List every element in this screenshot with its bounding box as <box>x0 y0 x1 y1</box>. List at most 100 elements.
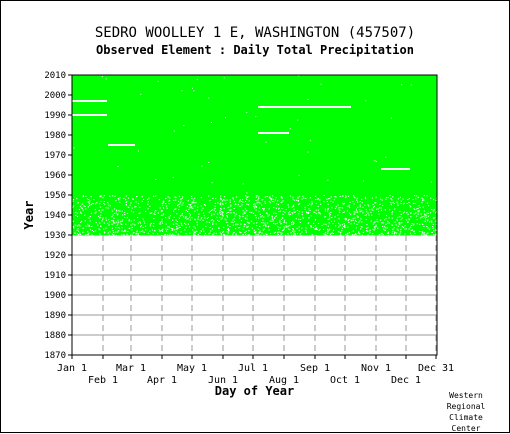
missing-day <box>223 226 225 228</box>
missing-day <box>356 215 358 217</box>
missing-day <box>113 221 115 223</box>
missing-day <box>226 229 229 231</box>
missing-day <box>171 229 174 231</box>
missing-day <box>331 232 333 234</box>
missing-day <box>421 202 423 204</box>
missing-day <box>223 77 225 79</box>
missing-day <box>236 196 238 198</box>
missing-day <box>152 225 155 227</box>
missing-day <box>149 225 151 227</box>
missing-day <box>347 234 349 236</box>
missing-day <box>112 220 114 222</box>
missing-day <box>159 207 161 209</box>
missing-day <box>353 195 355 197</box>
y-tick-label: 2000 <box>44 91 66 101</box>
missing-day <box>380 209 383 211</box>
missing-day <box>254 205 256 207</box>
missing-day <box>282 217 284 219</box>
missing-day <box>407 213 409 215</box>
missing-day <box>268 214 270 216</box>
missing-day <box>325 223 327 225</box>
missing-day <box>323 201 325 203</box>
missing-day <box>192 207 194 209</box>
missing-day <box>365 214 367 216</box>
missing-day <box>108 204 110 206</box>
missing-day <box>72 205 74 207</box>
missing-day <box>366 227 368 229</box>
missing-day <box>76 233 78 235</box>
missing-day <box>328 218 330 220</box>
missing-day <box>132 198 134 200</box>
missing-day <box>416 219 418 221</box>
missing-day <box>413 223 415 225</box>
missing-day <box>193 234 195 236</box>
missing-day <box>268 229 270 231</box>
missing-day <box>225 202 227 204</box>
missing-day <box>210 219 212 221</box>
missing-day <box>76 229 78 231</box>
missing-day <box>343 211 345 213</box>
missing-day <box>202 228 204 230</box>
missing-day <box>391 213 393 215</box>
missing-day <box>424 213 426 215</box>
missing-day <box>181 214 183 216</box>
missing-day <box>117 223 119 225</box>
missing-day <box>343 203 345 205</box>
missing-day <box>228 211 230 213</box>
missing-day <box>382 234 384 236</box>
missing-day <box>262 199 264 201</box>
missing-day <box>265 224 267 226</box>
missing-day <box>112 195 114 197</box>
missing-day <box>215 223 217 225</box>
missing-day <box>105 78 107 80</box>
missing-day <box>166 234 169 236</box>
missing-day <box>374 226 376 228</box>
missing-day <box>237 204 239 206</box>
missing-day <box>353 222 355 224</box>
missing-day <box>348 221 350 223</box>
missing-day <box>227 232 229 234</box>
missing-day <box>325 234 327 236</box>
missing-day <box>232 219 234 221</box>
missing-day <box>378 234 380 236</box>
missing-day <box>118 221 120 223</box>
missing-day <box>185 209 187 211</box>
missing-day <box>282 230 284 232</box>
x-tick-label: Dec 31 <box>418 363 454 374</box>
missing-segment <box>381 168 410 170</box>
missing-day <box>278 231 280 233</box>
missing-day <box>176 227 178 229</box>
missing-day <box>75 215 77 216</box>
missing-day <box>213 232 215 234</box>
missing-day <box>230 205 232 207</box>
missing-day <box>387 234 389 236</box>
missing-day <box>385 197 388 198</box>
missing-day <box>361 210 363 212</box>
missing-day <box>310 226 312 228</box>
missing-day <box>408 219 410 221</box>
missing-day <box>347 232 349 234</box>
missing-day <box>255 116 257 118</box>
missing-day <box>299 221 301 223</box>
missing-day <box>320 203 322 205</box>
missing-day <box>369 230 371 232</box>
missing-day <box>319 199 321 201</box>
missing-day <box>268 208 270 210</box>
missing-day <box>293 199 296 201</box>
missing-day <box>255 231 257 233</box>
missing-day <box>298 213 300 215</box>
missing-day <box>251 211 253 213</box>
missing-day <box>185 216 187 218</box>
missing-day <box>385 218 387 220</box>
missing-day <box>121 220 123 222</box>
missing-day <box>412 199 414 200</box>
missing-day <box>172 233 174 235</box>
missing-day <box>410 216 412 218</box>
missing-day <box>168 216 170 218</box>
missing-day <box>362 212 364 214</box>
missing-day <box>341 207 343 209</box>
missing-day <box>138 213 140 215</box>
missing-day <box>317 198 319 200</box>
missing-day <box>255 206 257 208</box>
missing-day <box>359 206 361 208</box>
